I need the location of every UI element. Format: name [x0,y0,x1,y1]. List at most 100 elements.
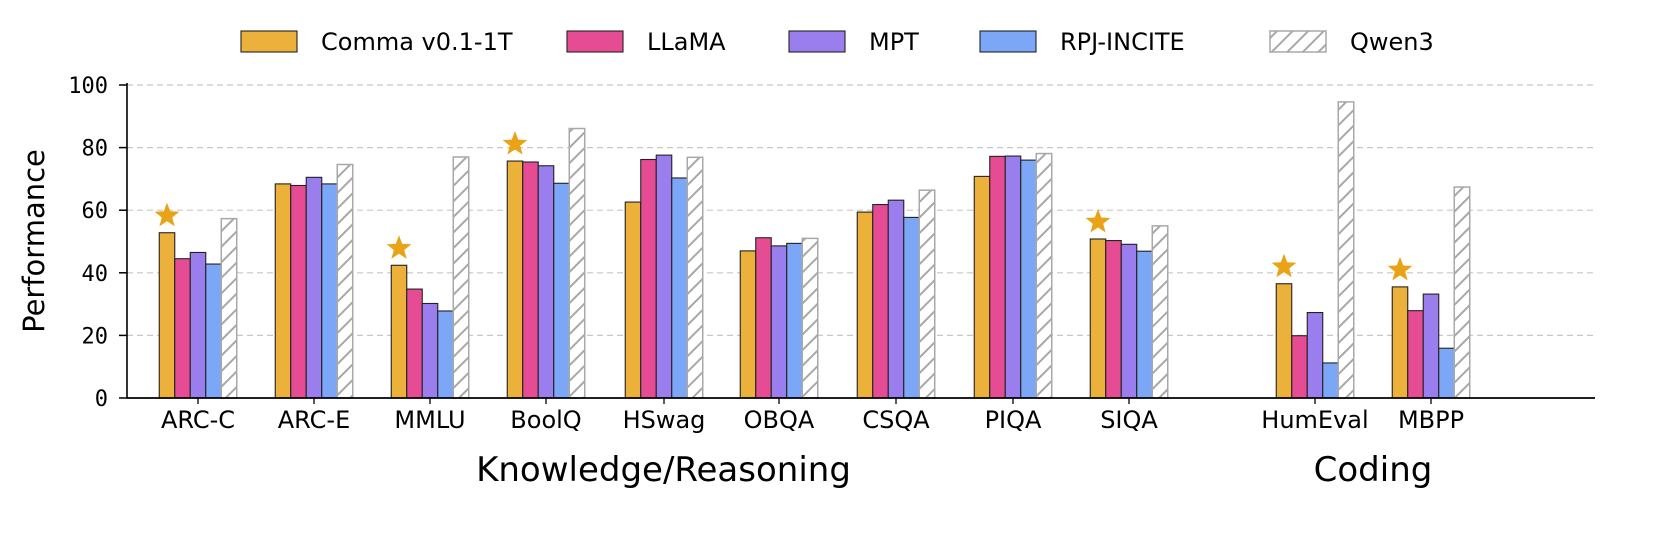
bar-boolq-qwen3 [568,127,586,399]
bar-csqa-llama [872,204,889,399]
bar-mbpp-comma v0.1-1t [1391,286,1409,399]
bar-siqa-qwen3 [1151,225,1169,399]
bar-siqa-mpt [1120,243,1138,399]
bar-arc-e-rpj-incite [321,183,338,399]
legend-swatch [240,30,298,53]
bar-arc-c-llama [174,258,191,399]
x-tick-label: MBPP [1398,406,1464,434]
bar-arc-e-qwen3 [336,163,354,399]
x-tick-label: HumEval [1261,406,1368,434]
x-tick-label: PIQA [985,406,1042,434]
legend-item: LLaMA [566,28,726,56]
x-tick-label: BoolQ [510,406,581,434]
bar-humeval-comma v0.1-1t [1275,283,1293,399]
bar-obqa-qwen3 [801,237,819,399]
x-tick-label: SIQA [1100,406,1158,434]
bar-humeval-rpj-incite [1322,362,1339,399]
bar-mbpp-rpj-incite [1438,347,1455,399]
bar-mmlu-mpt [421,302,439,399]
bar-piqa-comma v0.1-1t [973,175,991,399]
star-icon [502,131,528,155]
legend-label: Comma v0.1-1T [321,28,513,56]
axis-labels: 0 20 40 60 80 100 Performance ARC-C ARC-E MMLU Boo… [17,74,1464,490]
star-icon [1271,253,1297,278]
star-icon [1085,209,1111,233]
legend-item: RPJ-INCITE [979,28,1185,56]
bar-mbpp-qwen3 [1453,186,1471,399]
star-icon [386,235,412,259]
bar-hswag-mpt [655,154,673,399]
bar-humeval-llama [1291,335,1308,399]
bar-obqa-comma v0.1-1t [739,250,757,399]
bar-arc-c-qwen3 [220,217,238,399]
star-icon [154,202,180,227]
legend-swatch [788,30,846,53]
bar-csqa-mpt [887,199,905,399]
y-tick-label: 0 [95,387,108,412]
legend-swatch [979,30,1037,53]
bar-siqa-llama [1105,240,1122,399]
bar-obqa-mpt [770,245,788,399]
bar-piqa-mpt [1004,155,1022,399]
bar-hswag-llama [640,158,657,399]
bar-arc-c-comma v0.1-1t [158,232,176,399]
legend-label: Qwen3 [1350,28,1434,56]
legend-swatch [566,30,624,53]
y-tick-label: 20 [82,324,109,349]
y-tick-label: 80 [82,137,109,162]
y-tick-label: 60 [82,199,109,224]
legend-label: MPT [869,28,919,56]
star-icon [1387,256,1413,281]
bar-boolq-rpj-incite [553,182,570,399]
bar-obqa-rpj-incite [786,242,803,399]
legend: Comma v0.1-1T LLaMA MPT RPJ-INCITE Qwen3 [240,28,1434,56]
bar-siqa-rpj-incite [1136,250,1153,399]
x-tick-label: ARC-C [161,406,235,434]
bar-mmlu-llama [406,288,423,399]
x-tick-label: HSwag [623,406,706,434]
bar-siqa-comma v0.1-1t [1089,238,1107,399]
bar-csqa-qwen3 [918,189,936,399]
bar-mbpp-mpt [1422,293,1440,399]
bar-mmlu-rpj-incite [437,310,454,399]
bar-arc-c-mpt [189,251,207,399]
x-tick-label: CSQA [862,406,930,434]
legend-item: MPT [788,28,919,56]
bar-arc-e-llama [290,184,307,399]
y-tick-label: 40 [82,262,109,287]
bar-mmlu-comma v0.1-1t [390,264,408,399]
bar-obqa-llama [755,237,772,399]
bar-humeval-mpt [1306,312,1324,399]
legend-swatch [1269,30,1327,53]
bar-hswag-comma v0.1-1t [624,201,642,399]
bar-arc-c-rpj-incite [205,263,222,399]
bar-arc-e-comma v0.1-1t [274,183,292,399]
group-label: Knowledge/Reasoning [476,450,851,490]
bar-arc-e-mpt [305,176,323,399]
bar-mbpp-llama [1407,310,1424,399]
y-axis-label: Performance [17,149,51,333]
bar-csqa-comma v0.1-1t [856,211,874,399]
bar-hswag-qwen3 [686,156,704,399]
y-tick-label: 100 [68,74,108,99]
bar-piqa-rpj-incite [1020,159,1037,399]
legend-item: Comma v0.1-1T [240,28,513,56]
legend-label: LLaMA [647,28,726,56]
bar-boolq-llama [522,161,539,399]
bar-csqa-rpj-incite [903,216,920,399]
legend-item: Qwen3 [1269,28,1434,56]
legend-label: RPJ-INCITE [1060,28,1185,56]
x-tick-label: MMLU [394,406,465,434]
bar-piqa-qwen3 [1035,152,1053,399]
axes [119,83,1595,404]
bars [154,101,1471,399]
bar-boolq-mpt [537,165,555,399]
bar-piqa-llama [989,155,1006,399]
x-tick-label: OBQA [744,406,815,434]
bar-hswag-rpj-incite [671,177,688,399]
bar-boolq-comma v0.1-1t [506,160,524,399]
group-label: Coding [1314,450,1433,490]
bar-humeval-qwen3 [1337,101,1355,399]
bar-mmlu-qwen3 [452,156,470,399]
